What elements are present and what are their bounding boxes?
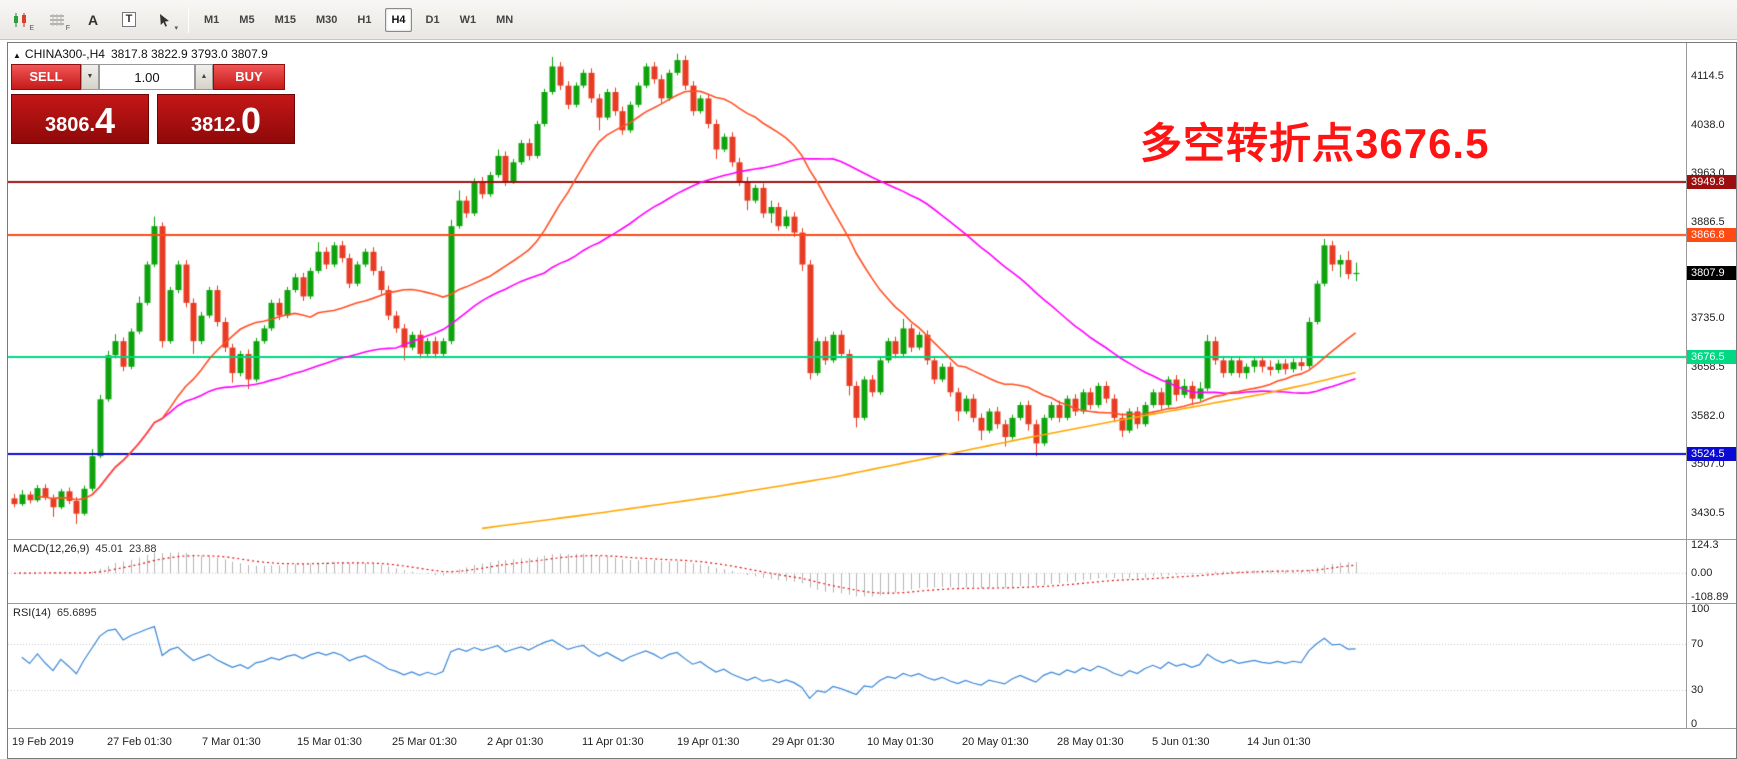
volume-input[interactable] — [99, 64, 195, 90]
price-axis-label: 3886.5 — [1691, 215, 1725, 228]
time-axis-label: 15 Mar 01:30 — [297, 736, 362, 748]
indicator-axis-label: 124.3 — [1691, 539, 1719, 551]
icon-sub-label: F — [65, 24, 70, 32]
timeframe-h4[interactable]: H4 — [385, 7, 412, 32]
price-axis-label: 3582.0 — [1691, 410, 1725, 423]
rsi-canvas[interactable] — [8, 604, 1686, 728]
main-toolbar: E F A T ▾ M1 M5 M15 M30 H1 H4 D1 W1 MN — [0, 0, 1737, 40]
hline-price-badge: 3949.8 — [1687, 175, 1736, 190]
indicator-axis-label: 70 — [1691, 637, 1704, 650]
oct-collapse-icon[interactable]: ▲ — [13, 51, 21, 60]
timeframe-w1[interactable]: W1 — [459, 13, 477, 26]
price-axis-label: 3430.5 — [1691, 507, 1725, 519]
indicator-axis-label: 0 — [1691, 718, 1698, 730]
timeframe-m30[interactable]: M30 — [315, 13, 338, 26]
hline-price-badge: 3524.5 — [1687, 446, 1736, 461]
symbol-ohlc-header: ▲ CHINA300-,H4 3817.8 3822.9 3793.0 3807.9 — [13, 47, 268, 61]
sell-price-box[interactable]: 3806. 4 — [11, 94, 149, 144]
buy-price-box[interactable]: 3812. 0 — [157, 94, 295, 144]
indicator-axis-label: 30 — [1691, 683, 1704, 696]
price-axis-border — [1686, 43, 1687, 728]
toolbar-separator — [188, 6, 189, 33]
price-axis-label: 3658.5 — [1691, 361, 1725, 374]
hline-price-badge: 3676.5 — [1687, 349, 1736, 364]
price-axis-label: 4114.5 — [1691, 70, 1724, 82]
pane-separator[interactable] — [8, 539, 1736, 540]
time-axis-label: 19 Apr 01:30 — [677, 736, 740, 748]
price-axis-label: 3507.0 — [1691, 458, 1725, 471]
one-click-trading-panel: SELL ▼ ▲ BUY 3806.4 3812.0 — [11, 64, 295, 144]
buy-button[interactable]: BUY — [213, 64, 285, 90]
text-box-icon[interactable]: T — [114, 6, 144, 34]
indicator-axis-label: 0.00 — [1691, 567, 1713, 580]
price-axis-label: 3735.0 — [1691, 312, 1725, 325]
rsi-params: RSI(14) — [13, 607, 51, 619]
sell-price: 3806. — [44, 114, 96, 136]
icon-sub-label: E — [29, 24, 34, 32]
volume-down-button[interactable]: ▼ — [81, 64, 99, 90]
sell-button[interactable]: SELL — [11, 64, 81, 90]
timeframe-h1[interactable]: H1 — [357, 13, 372, 26]
time-axis-label: 29 Apr 01:30 — [772, 736, 835, 748]
macd-params: MACD(12,26,9) — [13, 543, 90, 555]
macd-main-value: 45.01 — [95, 543, 123, 555]
timeframe-m1[interactable]: M1 — [204, 13, 220, 26]
timeframe-m5[interactable]: M5 — [239, 13, 255, 26]
hline-price-badge: 3866.8 — [1687, 228, 1736, 243]
time-axis-label: 25 Mar 01:30 — [392, 736, 457, 748]
time-axis-label: 14 Jun 01:30 — [1247, 736, 1311, 748]
indicator-axis-label: 100 — [1691, 603, 1710, 615]
time-axis-label: 7 Mar 01:30 — [202, 736, 261, 748]
time-axis-label: 27 Feb 01:30 — [107, 736, 172, 748]
pane-separator[interactable] — [8, 603, 1736, 604]
rsi-value: 65.6895 — [56, 607, 97, 619]
time-axis-label: 2 Apr 01:30 — [487, 736, 544, 748]
symbol-name: CHINA300-,H4 — [24, 47, 105, 61]
ohlc-values: 3817.8 3822.9 3793.0 3807.9 — [110, 47, 268, 61]
icon-sub-label: ▾ — [174, 24, 178, 32]
chart-type-icon[interactable]: E — [6, 6, 36, 34]
chart-tools-group: E F A T ▾ — [6, 6, 180, 34]
sell-price-big-digit: 4 — [95, 100, 116, 141]
cursor-tool-icon[interactable]: ▾ — [150, 6, 180, 34]
oct-controls-row: SELL ▼ ▲ BUY — [11, 64, 295, 90]
macd-canvas[interactable] — [8, 540, 1686, 603]
chart-annotation-text: 多空转折点3676.5 — [1140, 120, 1490, 167]
macd-signal-value: 23.88 — [128, 543, 157, 555]
time-axis-label: 28 May 01:30 — [1057, 736, 1124, 748]
price-axis[interactable]: 4114.5 4038.0 3963.0 3886.5 3735.0 3658.5 3582… — [1687, 0, 1737, 759]
timeframe-m15[interactable]: M15 — [274, 13, 296, 26]
text-label-icon[interactable]: A — [87, 11, 99, 28]
time-axis-label: 10 May 01:30 — [867, 736, 934, 748]
volume-up-button[interactable]: ▲ — [195, 64, 213, 90]
oct-prices-row: 3806. 4 3812. 0 — [11, 94, 295, 144]
timeframe-d1[interactable]: D1 — [425, 13, 440, 26]
macd-indicator-header: MACD(12,26,9) 45.01 23.88 — [13, 543, 156, 555]
current-price-badge: 3807.9 — [1687, 265, 1736, 280]
pane-separator[interactable] — [8, 728, 1736, 729]
buy-price: 3812. — [190, 114, 242, 136]
time-axis-label: 11 Apr 01:30 — [582, 736, 644, 748]
indicator-axis-label: -108.89 — [1691, 591, 1729, 603]
timeframe-mn[interactable]: MN — [496, 13, 514, 26]
time-axis-label: 5 Jun 01:30 — [1152, 736, 1210, 748]
time-axis-label: 20 May 01:30 — [962, 736, 1029, 748]
price-axis-label: 4038.0 — [1691, 118, 1725, 131]
grid-levels-icon[interactable]: F — [42, 6, 72, 34]
time-axis-label: 19 Feb 2019 — [12, 736, 74, 748]
buy-price-big-digit: 0 — [241, 100, 262, 141]
timeframes-group: M1 M5 M15 M30 H1 H4 D1 W1 MN — [197, 7, 520, 32]
time-axis[interactable]: 19 Feb 2019 27 Feb 01:30 7 Mar 01:30 15 Mar… — [8, 734, 1686, 754]
rsi-indicator-header: RSI(14) 65.6895 — [13, 607, 97, 619]
